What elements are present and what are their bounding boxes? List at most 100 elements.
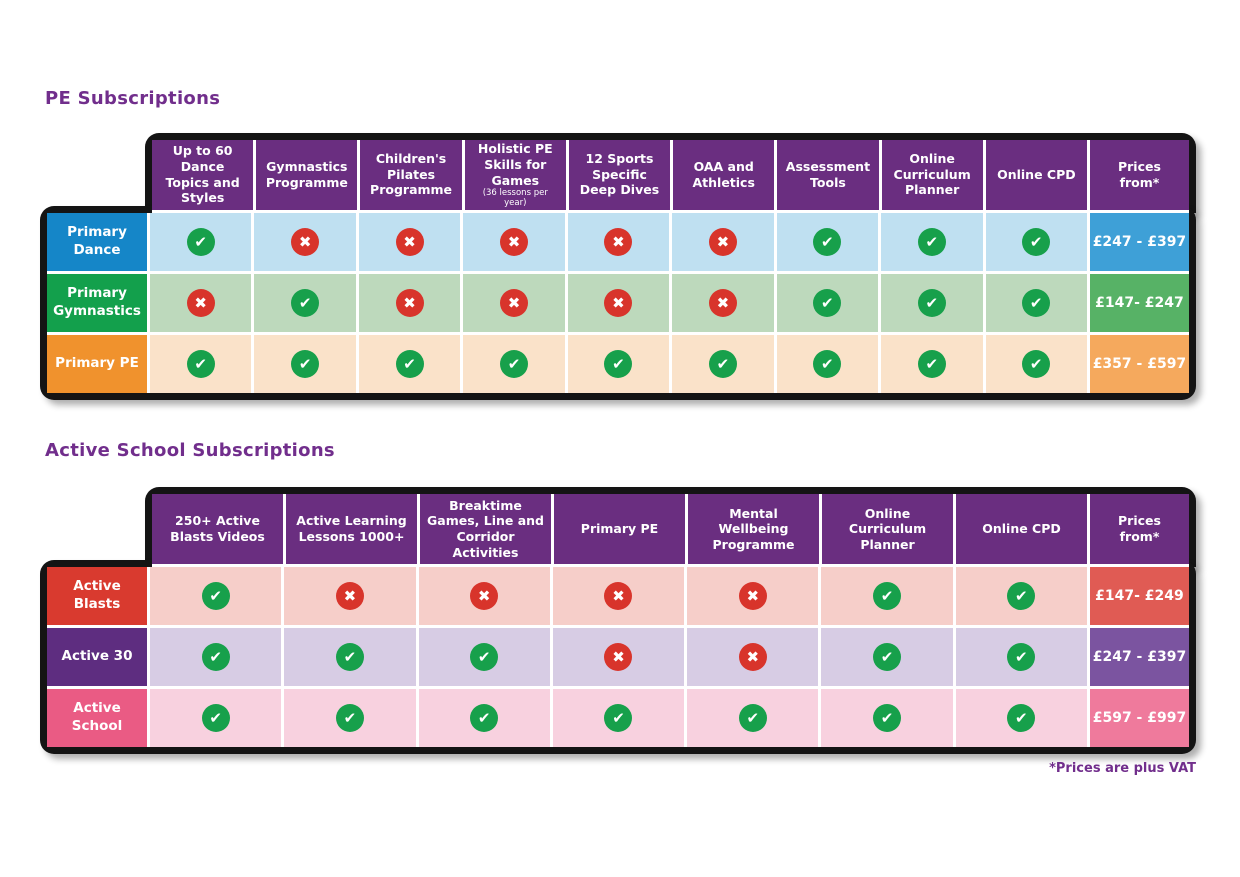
- column-header-label: Active Learning Lessons 1000+: [296, 513, 407, 544]
- feature-cell: ✔: [776, 335, 879, 393]
- cross-icon: ✖: [291, 228, 320, 256]
- check-icon: ✔: [201, 582, 230, 610]
- feature-cell: ✔: [821, 628, 953, 686]
- feature-cell: ✖: [284, 567, 416, 625]
- feature-cell: ✔: [955, 689, 1087, 747]
- column-header: Online Curriculum Planner: [881, 140, 983, 210]
- feature-cell: ✖: [552, 567, 685, 625]
- column-header-label: 12 Sports Specific Deep Dives: [579, 151, 660, 198]
- check-icon: ✔: [201, 704, 230, 732]
- feature-cell: ✖: [672, 274, 774, 332]
- column-header: 250+ Active Blasts Videos: [152, 494, 283, 564]
- column-header: Online Curriculum Planner: [822, 494, 953, 564]
- table-body: Active Blasts ✔ ✖ ✖ ✖ ✖ ✔ ✔ £147- £249 A…: [47, 567, 1189, 747]
- feature-cell: ✔: [881, 274, 983, 332]
- feature-cell: ✔: [284, 628, 416, 686]
- column-header: Up to 60 Dance Topics and Styles: [152, 140, 254, 210]
- feature-cell: ✔: [150, 628, 282, 686]
- price-cell: £147- £247: [1089, 274, 1189, 332]
- table-row: Active School ✔ ✔ ✔ ✔ ✔ ✔ ✔ £597 - £997: [47, 689, 1189, 747]
- feature-cell: ✔: [672, 335, 774, 393]
- cross-icon: ✖: [500, 289, 529, 317]
- feature-cell: ✔: [687, 689, 819, 747]
- check-icon: ✔: [500, 350, 529, 378]
- feature-cell: ✖: [687, 567, 819, 625]
- feature-cell: ✔: [955, 567, 1087, 625]
- feature-cell: ✖: [463, 213, 565, 271]
- feature-cell: ✔: [552, 689, 685, 747]
- feature-cell: ✔: [776, 274, 879, 332]
- feature-cell: ✖: [358, 274, 461, 332]
- cross-icon: ✖: [470, 582, 499, 610]
- check-icon: ✔: [604, 704, 633, 732]
- check-icon: ✔: [1022, 228, 1051, 256]
- column-header: Breaktime Games, Line and Corridor Activ…: [420, 494, 551, 564]
- check-icon: ✔: [873, 582, 902, 610]
- column-header-label: Prices from*: [1117, 159, 1161, 190]
- feature-cell: ✔: [150, 213, 252, 271]
- feature-cell: ✔: [254, 274, 356, 332]
- check-icon: ✔: [708, 350, 737, 378]
- check-icon: ✔: [1022, 350, 1051, 378]
- check-icon: ✔: [873, 704, 902, 732]
- check-icon: ✔: [470, 704, 499, 732]
- row-label: Active 30: [47, 628, 147, 686]
- column-header: Assessment Tools: [777, 140, 879, 210]
- check-icon: ✔: [1007, 643, 1036, 671]
- feature-cell: ✔: [881, 335, 983, 393]
- row-label: Active Blasts: [47, 567, 147, 625]
- column-header: Online CPD: [956, 494, 1087, 564]
- pe-subscriptions-table: Up to 60 Dance Topics and Styles Gymnast…: [40, 133, 1196, 400]
- column-header: 12 Sports Specific Deep Dives: [568, 140, 671, 210]
- feature-cell: ✔: [985, 335, 1087, 393]
- check-icon: ✔: [604, 350, 633, 378]
- column-header: Gymnastics Programme: [256, 140, 358, 210]
- feature-cell: ✖: [358, 213, 461, 271]
- price-cell: £597 - £997: [1089, 689, 1189, 747]
- cross-icon: ✖: [604, 289, 633, 317]
- cross-icon: ✖: [604, 228, 633, 256]
- check-icon: ✔: [813, 228, 842, 256]
- pe-subscriptions-title: PE Subscriptions: [45, 88, 221, 109]
- check-icon: ✔: [1022, 289, 1051, 317]
- cross-icon: ✖: [500, 228, 529, 256]
- column-header: Children's Pilates Programme: [360, 140, 462, 210]
- feature-cell: ✔: [985, 213, 1087, 271]
- table-body: Primary Dance ✔ ✖ ✖ ✖ ✖ ✖ ✔ ✔ ✔ £247 - £…: [47, 213, 1189, 393]
- row-label: Primary Dance: [47, 213, 147, 271]
- column-header-label: Online Curriculum Planner: [893, 151, 971, 198]
- feature-cell: ✔: [418, 628, 550, 686]
- column-header-label: 250+ Active Blasts Videos: [170, 513, 265, 544]
- column-header-label: Holistic PE Skills for Games: [477, 141, 553, 188]
- check-icon: ✔: [470, 643, 499, 671]
- check-icon: ✔: [201, 643, 230, 671]
- cross-icon: ✖: [395, 228, 424, 256]
- column-header-note: (36 lessons per year): [482, 188, 548, 208]
- cross-icon: ✖: [604, 582, 633, 610]
- check-icon: ✔: [813, 350, 842, 378]
- feature-cell: ✔: [284, 689, 416, 747]
- column-header-label: Children's Pilates Programme: [370, 151, 453, 198]
- table-row: Primary Gymnastics ✖ ✔ ✖ ✖ ✖ ✖ ✔ ✔ ✔ £14…: [47, 274, 1189, 332]
- cross-icon: ✖: [708, 289, 737, 317]
- column-header-row: 250+ Active Blasts Videos Active Learnin…: [152, 494, 1189, 567]
- cross-icon: ✖: [335, 582, 364, 610]
- feature-cell: ✔: [955, 628, 1087, 686]
- prices-column-header: Prices from*: [1089, 140, 1189, 210]
- cross-icon: ✖: [186, 289, 215, 317]
- feature-cell: ✖: [567, 213, 670, 271]
- check-icon: ✔: [1007, 704, 1036, 732]
- feature-cell: ✔: [567, 335, 670, 393]
- check-icon: ✔: [335, 643, 364, 671]
- column-header-label: Mental Wellbeing Programme: [712, 505, 795, 552]
- feature-cell: ✖: [463, 274, 565, 332]
- table-row: Primary Dance ✔ ✖ ✖ ✖ ✖ ✖ ✔ ✔ ✔ £247 - £…: [47, 213, 1189, 271]
- column-header-label: Assessment Tools: [785, 158, 871, 190]
- feature-cell: ✔: [985, 274, 1087, 332]
- price-cell: £247 - £397: [1089, 628, 1189, 686]
- price-cell: £357 - £597: [1089, 335, 1189, 393]
- row-label: Primary PE: [47, 335, 147, 393]
- column-header: OAA and Athletics: [673, 140, 775, 210]
- price-cell: £247 - £397: [1089, 213, 1189, 271]
- feature-cell: ✔: [150, 567, 282, 625]
